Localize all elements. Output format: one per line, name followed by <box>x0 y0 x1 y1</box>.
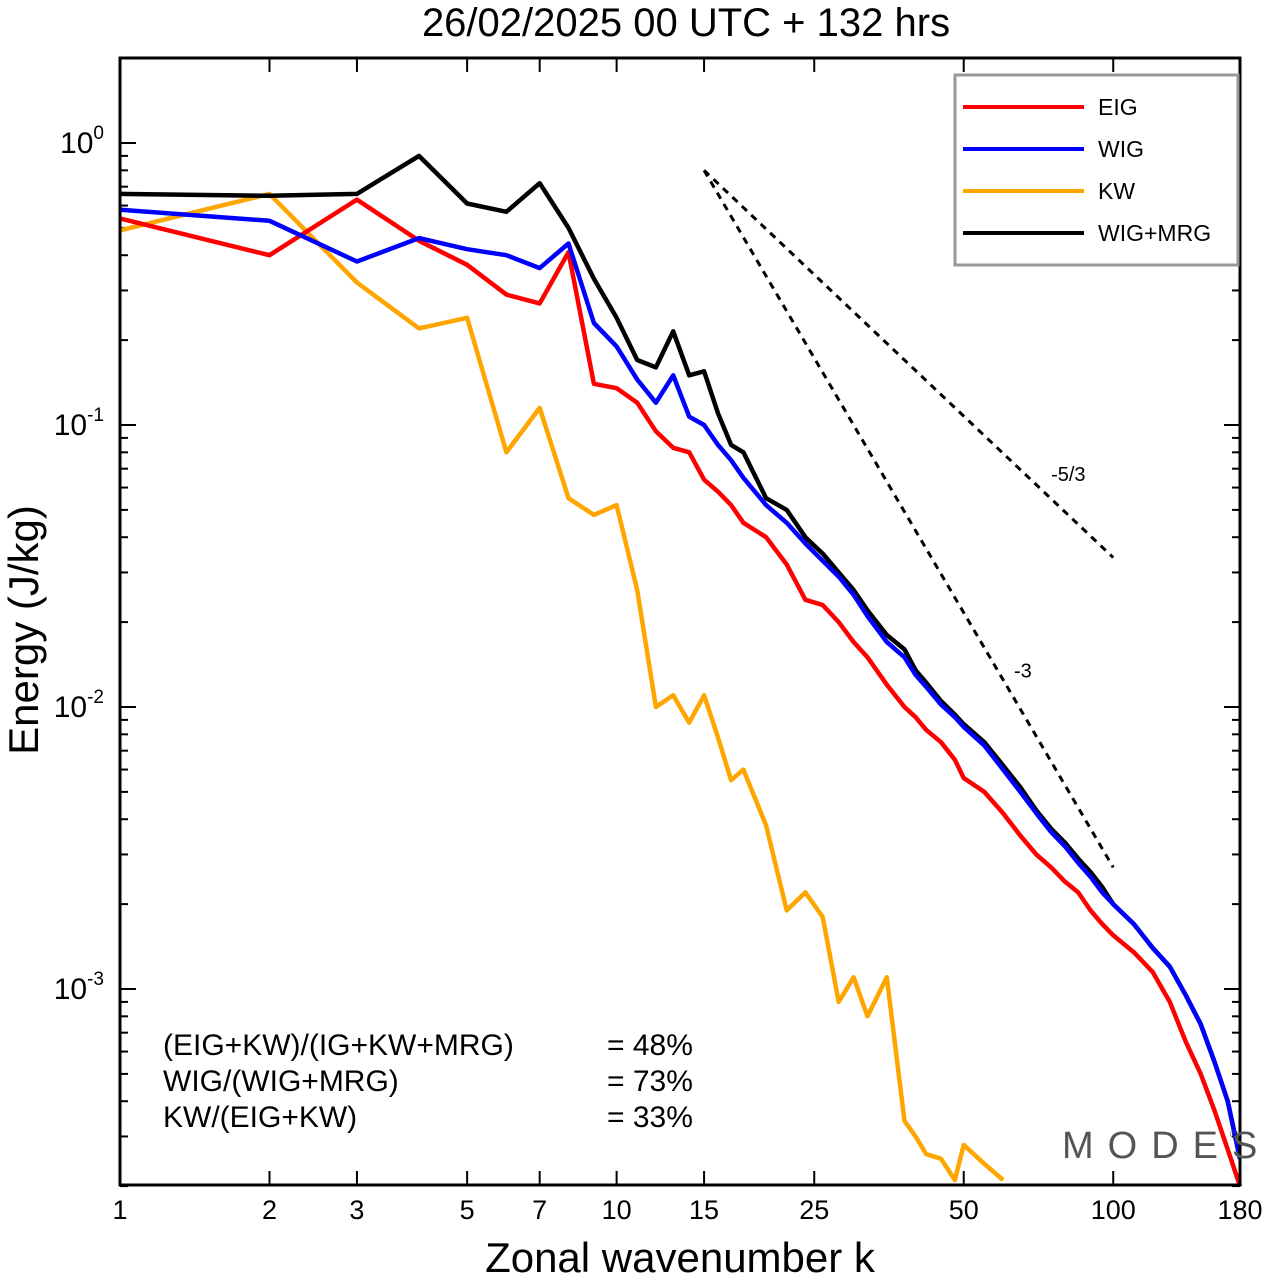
stat-value: = 73% <box>607 1065 693 1098</box>
y-tick-label: 10-3 <box>54 969 104 1006</box>
x-tick-label: 50 <box>949 1195 979 1225</box>
legend-label: KW <box>1098 178 1135 204</box>
x-tick-label: 15 <box>689 1195 719 1225</box>
x-tick-label: 10 <box>602 1195 632 1225</box>
stat-value: = 48% <box>607 1029 693 1062</box>
y-tick-label: 10-1 <box>54 405 104 442</box>
stat-label: KW/(EIG+KW) <box>163 1101 357 1134</box>
series-line-wig <box>119 207 1243 1160</box>
slope-line <box>703 169 1115 559</box>
series-line-eig <box>119 197 1243 1187</box>
slope-label: -5/3 <box>1051 464 1085 486</box>
legend-label: WIG+MRG <box>1098 220 1211 246</box>
x-tick-label: 5 <box>460 1195 475 1225</box>
stat-value: = 33% <box>607 1101 693 1134</box>
x-tick-label: 3 <box>349 1195 364 1225</box>
series-lines <box>119 153 1243 1187</box>
x-tick-label: 100 <box>1091 1195 1136 1225</box>
y-axis-label: Energy (J/kg) <box>0 505 47 755</box>
series-line-wig-mrg <box>119 153 1243 1160</box>
x-tick-label: 180 <box>1217 1195 1262 1225</box>
legend-label: EIG <box>1098 94 1138 120</box>
reference-slope-lines: -5/3 -3 <box>702 169 1115 869</box>
copyright-mark: © <box>1230 1129 1238 1141</box>
y-tick-label: 100 <box>60 123 104 160</box>
axis-ticks: 1 2 3 5 7 10 15 25 50 100 180 100 10-1 10-2 10-3 <box>54 57 1263 1225</box>
legend-label: WIG <box>1098 136 1144 162</box>
x-tick-label: 2 <box>262 1195 277 1225</box>
chart-title: 26/02/2025 00 UTC + 132 hrs <box>422 1 950 45</box>
plot-frame <box>118 56 1242 1187</box>
x-axis-label: Zonal wavenumber k <box>485 1234 876 1281</box>
x-tick-label: 7 <box>532 1195 547 1225</box>
series-line-kw <box>119 191 1005 1183</box>
slope-line <box>702 169 1115 869</box>
y-tick-label: 10-2 <box>54 687 104 724</box>
modes-watermark: MODES <box>1062 1125 1271 1167</box>
stat-label: WIG/(WIG+MRG) <box>163 1065 399 1098</box>
energy-ratio-stats: (EIG+KW)/(IG+KW+MRG) = 48% WIG/(WIG+MRG) = … <box>163 1029 693 1134</box>
stat-label: (EIG+KW)/(IG+KW+MRG) <box>163 1029 514 1062</box>
legend: EIG WIG KW WIG+MRG <box>953 73 1240 267</box>
x-tick-label: 1 <box>112 1195 127 1225</box>
x-tick-label: 25 <box>799 1195 829 1225</box>
slope-label: -3 <box>1014 661 1032 683</box>
